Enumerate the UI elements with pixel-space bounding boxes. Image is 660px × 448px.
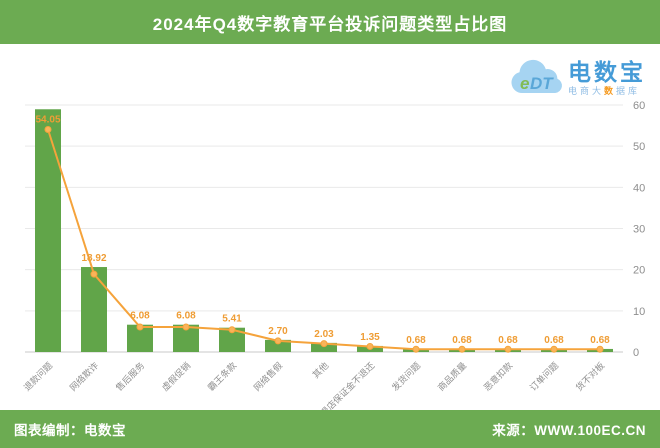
x-axis-label: 霸王条款: [205, 360, 238, 393]
data-point-marker: [504, 345, 512, 353]
y-axis-tick: 10: [633, 306, 645, 318]
data-point-marker: [228, 326, 236, 334]
value-label: 0.68: [406, 335, 426, 346]
x-axis-label: 货不对板: [573, 360, 606, 393]
x-axis-label: 其他: [310, 360, 331, 381]
x-axis-label: 商品质量: [435, 360, 468, 393]
x-axis-label: 订单问题: [527, 360, 560, 393]
y-axis-tick: 30: [633, 224, 645, 236]
value-labels: 54.05 18.92 6.08 6.08 5.41 2.70 2.03 1.35 0.68 0.…: [35, 114, 610, 346]
value-label: 18.92: [81, 253, 106, 264]
y-axis-tick: 20: [633, 265, 645, 277]
data-point-marker: [136, 323, 144, 331]
x-axis-label: 退款问题: [21, 360, 54, 393]
x-axis-label: 恶意扣款: [481, 360, 514, 393]
bar: [265, 339, 291, 352]
credit-text: 图表编制：电数宝: [14, 423, 126, 438]
y-axis-tick: 0: [633, 347, 639, 359]
gridlines: [25, 104, 623, 353]
page-title: 2024年Q4数字教育平台投诉问题类型占比图: [152, 14, 508, 34]
value-label: 2.03: [314, 329, 334, 340]
x-axis-label: 虚假促销: [159, 360, 192, 393]
data-point-marker: [412, 345, 420, 353]
value-label: 6.08: [176, 311, 196, 322]
value-label: 0.68: [452, 335, 472, 346]
chart-title-bar: 2024年Q4数字教育平台投诉问题类型占比图: [0, 0, 660, 44]
x-axis-label: 网络欺诈: [67, 360, 100, 393]
data-point-marker: [550, 345, 558, 353]
value-label: 1.35: [360, 332, 380, 343]
value-label: 5.41: [222, 314, 242, 325]
data-point-marker: [320, 340, 328, 348]
data-point-marker: [596, 345, 604, 353]
brand-tagline: 电商大数据库: [568, 85, 641, 96]
data-point-marker: [366, 342, 374, 350]
source-text: 来源：WWW.100EC.CN: [492, 423, 646, 438]
bar: [35, 109, 61, 353]
y-axis-tick: 50: [633, 141, 645, 153]
cloud-logo-icon: e DT: [511, 59, 562, 93]
bar: [311, 342, 337, 352]
value-label: 0.68: [498, 335, 518, 346]
brand-logo: e DT 电数宝 电商大数据库: [508, 52, 650, 104]
x-axis-label: 网络售假: [251, 360, 284, 393]
value-label: 2.70: [268, 326, 288, 337]
y-axis-ticks: 0 10 20 30 40 50 60: [633, 100, 645, 359]
footer-bar: 图表编制：电数宝 来源：WWW.100EC.CN: [0, 410, 660, 448]
data-point-marker: [90, 270, 98, 278]
value-label: 6.08: [130, 311, 150, 322]
x-axis-label: 售后服务: [113, 360, 146, 393]
value-label: 54.05: [35, 114, 60, 125]
y-axis-tick: 40: [633, 182, 645, 194]
value-label: 0.68: [544, 335, 564, 346]
svg-text:e: e: [520, 74, 529, 93]
value-label: 0.68: [590, 335, 610, 346]
bar: [81, 267, 107, 352]
y-axis-tick: 60: [633, 100, 645, 112]
data-point-marker: [44, 125, 52, 133]
svg-text:DT: DT: [530, 74, 554, 93]
data-point-marker: [274, 337, 282, 345]
data-point-marker: [458, 345, 466, 353]
data-markers: [44, 125, 604, 353]
data-point-marker: [182, 323, 190, 331]
brand-name: 电数宝: [568, 58, 646, 85]
bars: [35, 109, 613, 353]
x-axis-label: 发货问题: [389, 360, 422, 393]
